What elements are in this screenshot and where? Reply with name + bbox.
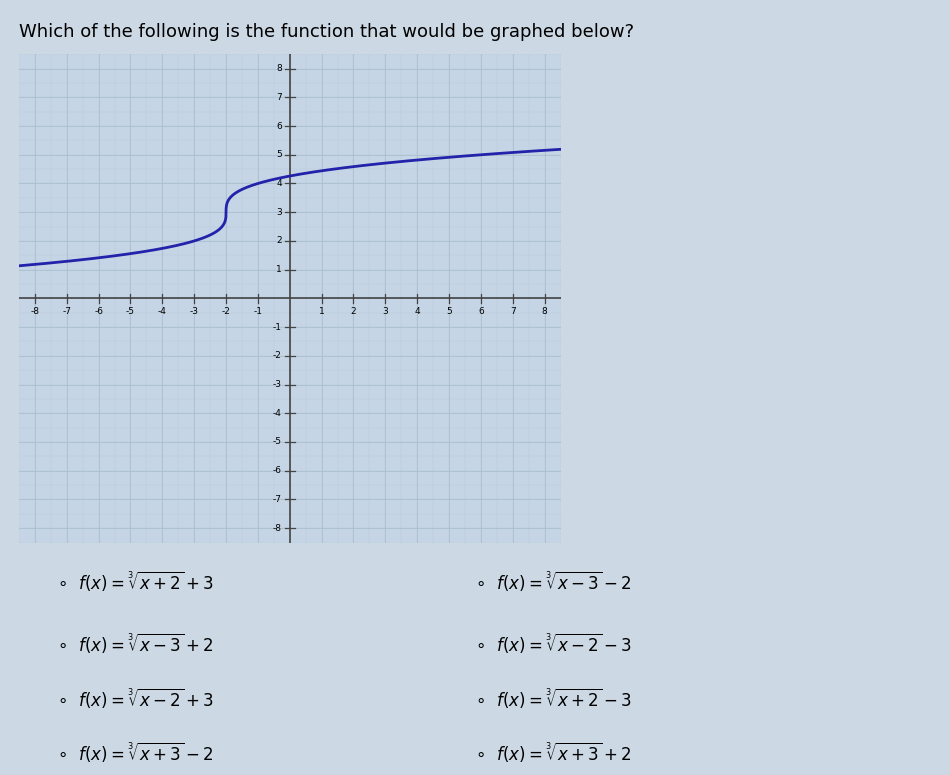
Text: -2: -2 [221,307,231,316]
Text: -7: -7 [63,307,71,316]
Text: 1: 1 [319,307,325,316]
Text: $\circ\ \ f(x)=\sqrt[3]{x-2}-3$: $\circ\ \ f(x)=\sqrt[3]{x-2}-3$ [475,632,632,655]
Text: -5: -5 [126,307,135,316]
Text: 4: 4 [276,179,282,188]
Text: 4: 4 [414,307,420,316]
Text: 8: 8 [542,307,547,316]
Text: -2: -2 [273,351,282,360]
Text: $\circ\ \ f(x)=\sqrt[3]{x+2}+3$: $\circ\ \ f(x)=\sqrt[3]{x+2}+3$ [57,570,214,593]
Text: -7: -7 [273,495,282,504]
Text: -3: -3 [190,307,199,316]
Text: -6: -6 [94,307,104,316]
Text: $\circ\ \ f(x)=\sqrt[3]{x-3}-2$: $\circ\ \ f(x)=\sqrt[3]{x-3}-2$ [475,570,632,593]
Text: 6: 6 [478,307,484,316]
Text: -3: -3 [273,380,282,389]
Text: 8: 8 [276,64,282,73]
Text: $\circ\ \ f(x)=\sqrt[3]{x+3}-2$: $\circ\ \ f(x)=\sqrt[3]{x+3}-2$ [57,740,214,763]
Text: 5: 5 [276,150,282,160]
Text: -1: -1 [273,322,282,332]
Text: -5: -5 [273,437,282,446]
Text: 3: 3 [383,307,389,316]
Text: -8: -8 [273,524,282,532]
Text: -6: -6 [273,467,282,475]
Text: 7: 7 [510,307,516,316]
Text: $\circ\ \ f(x)=\sqrt[3]{x+2}-3$: $\circ\ \ f(x)=\sqrt[3]{x+2}-3$ [475,686,632,709]
Text: $\circ\ \ f(x)=\sqrt[3]{x+3}+2$: $\circ\ \ f(x)=\sqrt[3]{x+3}+2$ [475,740,632,763]
Text: -4: -4 [158,307,167,316]
Text: 1: 1 [276,265,282,274]
Text: $\circ\ \ f(x)=\sqrt[3]{x-3}+2$: $\circ\ \ f(x)=\sqrt[3]{x-3}+2$ [57,632,214,655]
Text: 2: 2 [276,236,282,246]
Text: -8: -8 [30,307,40,316]
Text: Which of the following is the function that would be graphed below?: Which of the following is the function t… [19,23,635,41]
Text: 2: 2 [351,307,356,316]
Text: 6: 6 [276,122,282,130]
Text: -1: -1 [254,307,262,316]
Text: -4: -4 [273,408,282,418]
Text: 5: 5 [446,307,452,316]
Text: 7: 7 [276,93,282,102]
Text: 3: 3 [276,208,282,217]
Text: $\circ\ \ f(x)=\sqrt[3]{x-2}+3$: $\circ\ \ f(x)=\sqrt[3]{x-2}+3$ [57,686,214,709]
